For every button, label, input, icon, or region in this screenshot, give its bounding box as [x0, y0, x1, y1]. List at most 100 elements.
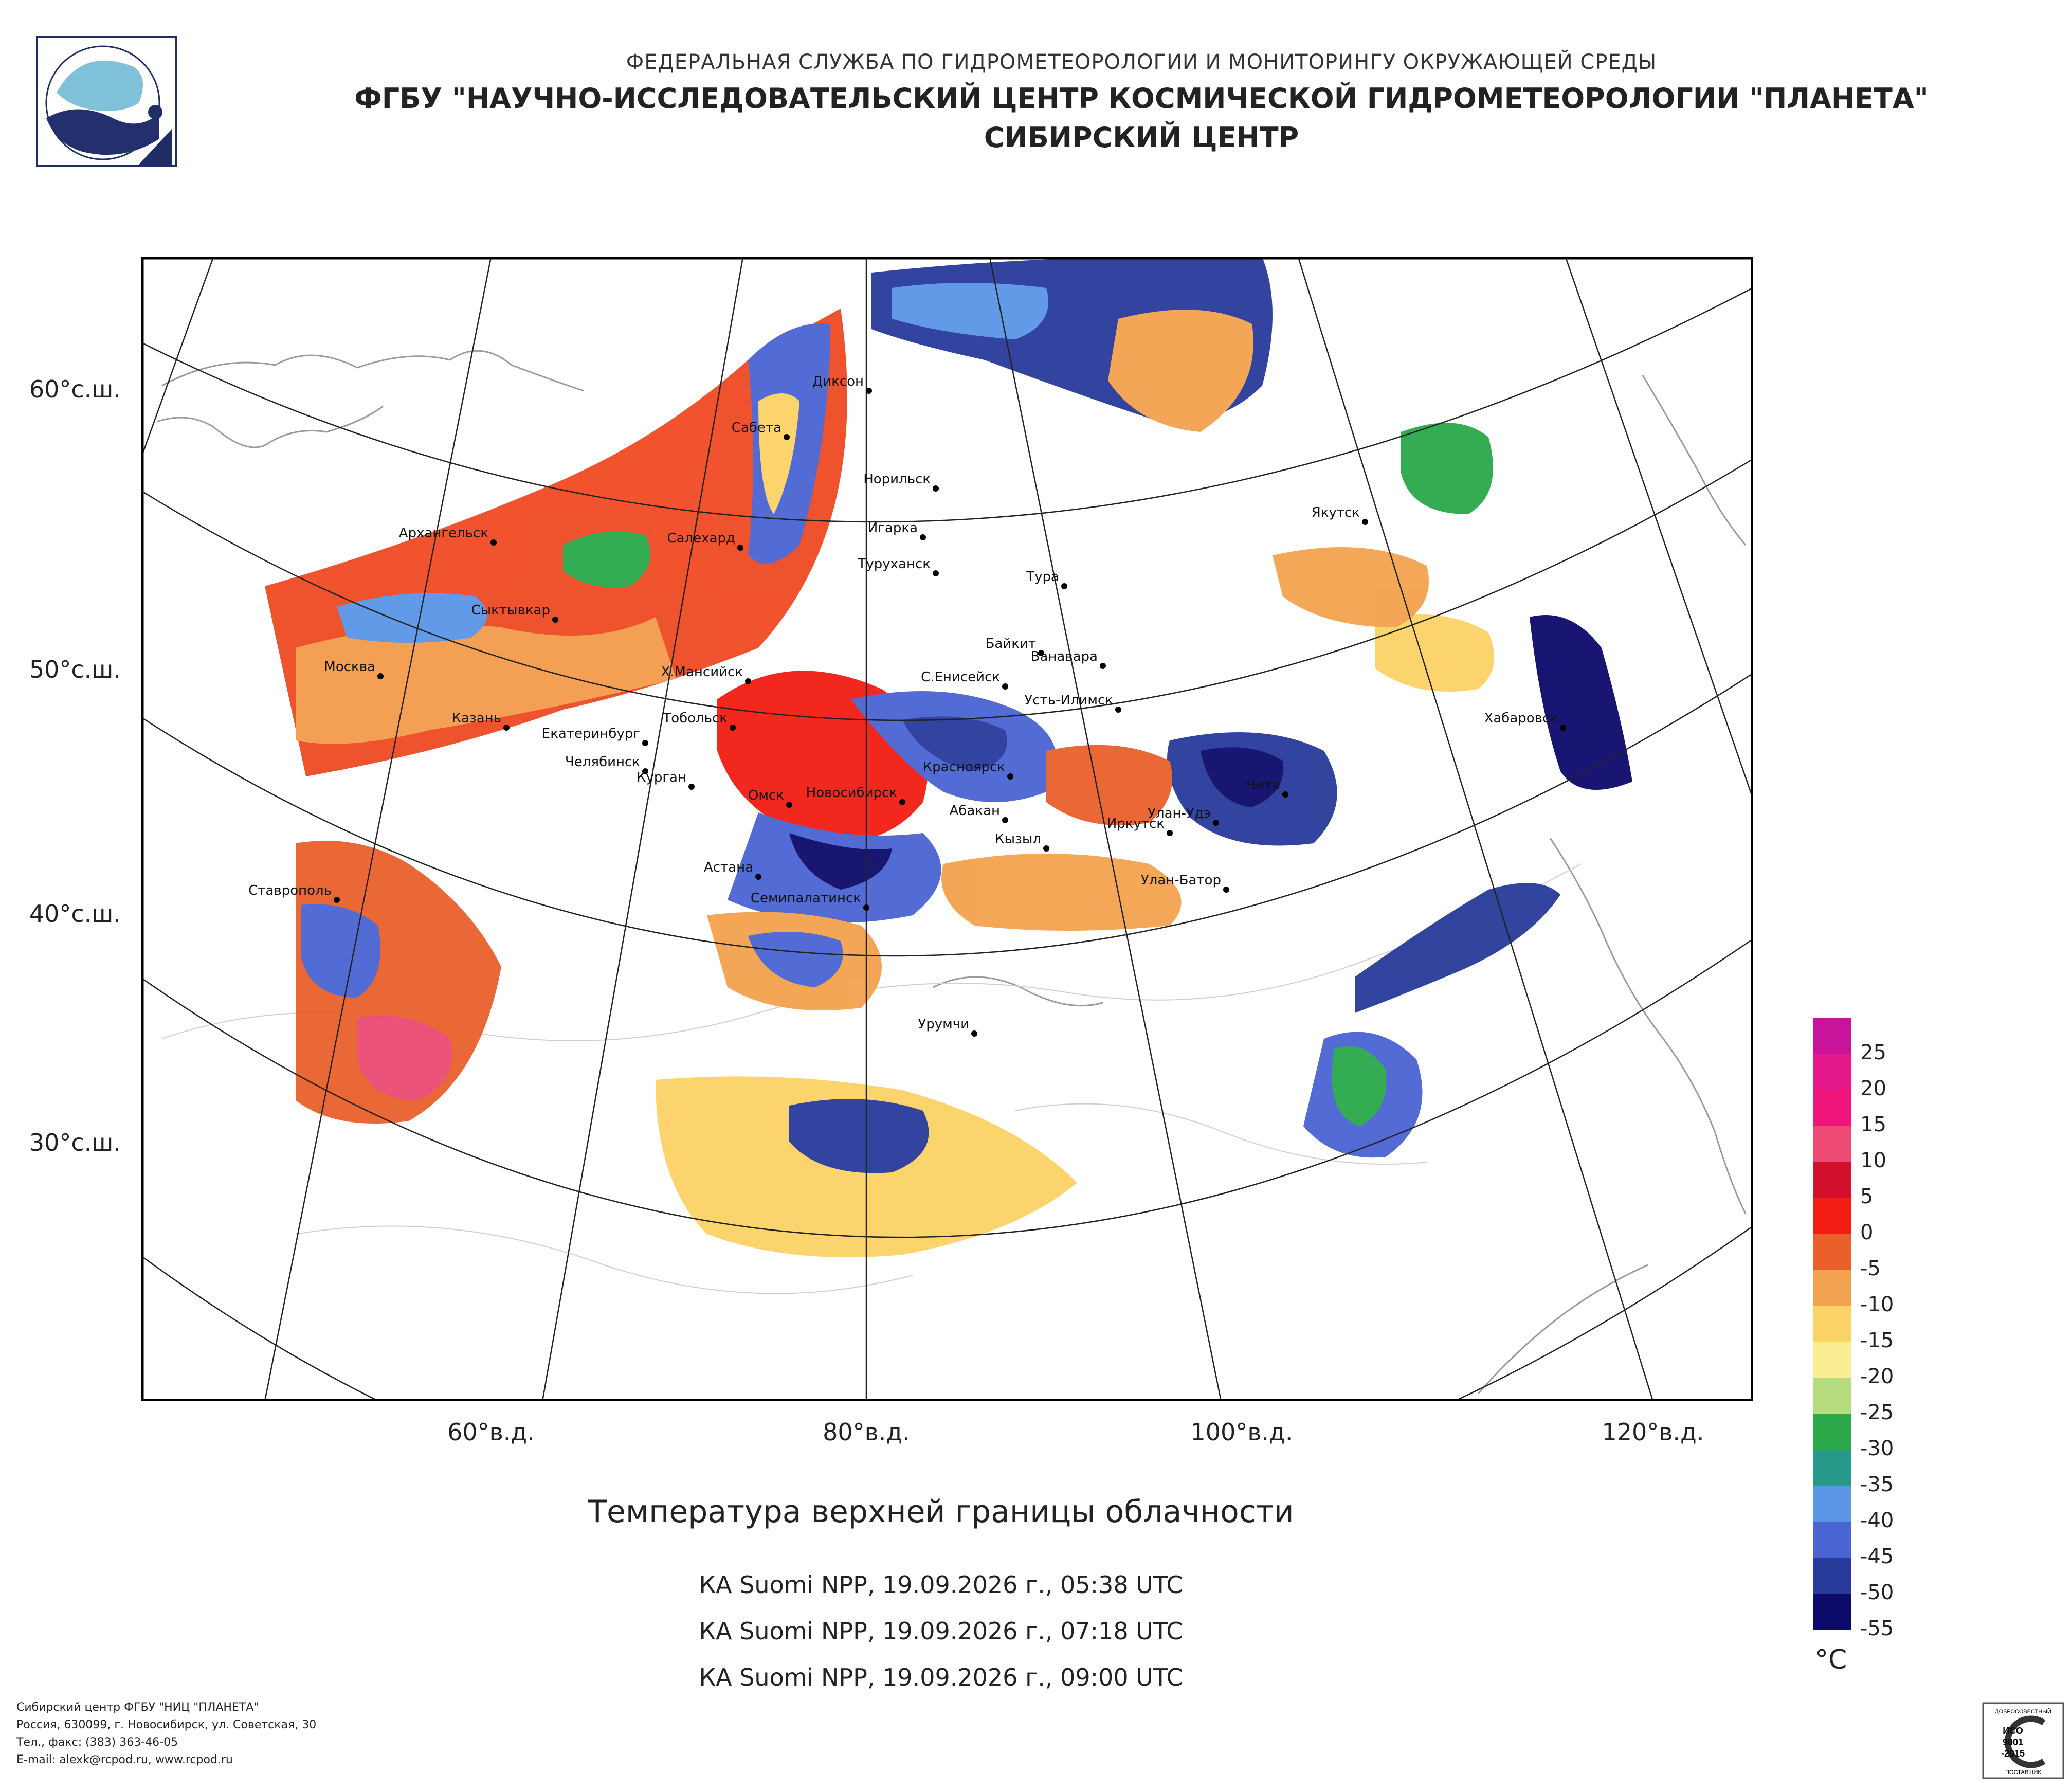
iso-line-3: -2015 [2001, 1748, 2025, 1759]
legend-swatch [1813, 1234, 1851, 1270]
city-label: Тура [1026, 569, 1059, 585]
city-dot [1115, 707, 1121, 713]
cloud-top-temperature-map: Диксон Сабета Норильск Игарка Салехард Туруха… [141, 257, 1753, 1401]
city-label: Чита [1246, 777, 1280, 793]
satellite-pass-2: КА Suomi NPP, 19.09.2026 г., 07:18 UTC [699, 1617, 1183, 1645]
city-dot [1002, 817, 1008, 823]
city-dot [1362, 519, 1368, 525]
legend-swatch [1813, 1126, 1851, 1162]
city-dot [503, 725, 510, 731]
legend-swatch [1813, 1270, 1851, 1306]
city-label: Красноярск [923, 759, 1005, 775]
city-dot [933, 485, 939, 492]
city-label: Х.Мансийск [661, 664, 743, 680]
legend-swatch [1813, 1414, 1851, 1450]
city-label: Абакан [950, 803, 1000, 819]
iso-top-label: ДОБРОСОВЕСТНЫЙ [1995, 1708, 2051, 1715]
city-dot [552, 617, 558, 623]
center-title: СИБИРСКИЙ ЦЕНТР [984, 121, 1299, 154]
city-dot [863, 904, 869, 911]
legend-swatch [1813, 1018, 1851, 1054]
legend-label: -35 [1860, 1473, 1894, 1496]
city-label: Сыктывкар [471, 603, 550, 618]
city-dot [1282, 791, 1288, 798]
city-dot [899, 799, 905, 805]
city-label: Якутск [1312, 505, 1360, 520]
lon-label-100: 100°в.д. [1190, 1418, 1293, 1446]
city-label: Усть-Илимск [1024, 693, 1113, 708]
legend-label: 5 [1860, 1185, 1874, 1208]
satellite-pass-3: КА Suomi NPP, 19.09.2026 г., 09:00 UTC [699, 1663, 1183, 1691]
city-label: Улан-Удэ [1148, 806, 1211, 821]
legend-label: 10 [1860, 1149, 1886, 1172]
legend-swatch [1813, 1342, 1851, 1378]
agency-title: ФЕДЕРАЛЬНАЯ СЛУЖБА ПО ГИДРОМЕТЕОРОЛОГИИ … [626, 50, 1657, 74]
footer-email: E-mail: alexk@rcpod.ru, www.rcpod.ru [16, 1753, 233, 1766]
legend-label: -10 [1860, 1293, 1894, 1316]
legend-swatch [1813, 1558, 1851, 1594]
legend-label: -30 [1860, 1437, 1894, 1460]
city-dot [1043, 845, 1049, 852]
city-label: Екатеринбург [542, 726, 640, 741]
lat-label-50: 50°с.ш. [29, 656, 121, 683]
city-dot [1007, 773, 1013, 780]
city-dot [866, 388, 872, 394]
legend-swatch [1813, 1162, 1851, 1198]
lon-label-120: 120°в.д. [1602, 1418, 1704, 1446]
legend-label: 25 [1860, 1041, 1886, 1064]
iso-line-2: 9001 [2003, 1737, 2023, 1747]
footer-address: Россия, 630099, г. Новосибирск, ул. Сове… [16, 1718, 317, 1731]
legend-swatch [1813, 1522, 1851, 1558]
city-dot [1213, 820, 1219, 826]
city-dot [377, 673, 384, 679]
legend-label: -15 [1860, 1329, 1894, 1352]
city-dot [1167, 830, 1173, 836]
planeta-logo [36, 36, 177, 167]
iso-9001-badge: ДОБРОСОВЕСТНЫЙ ИСО 9001 -2015 ПОСТАВЩИК [1982, 1702, 2064, 1779]
satellite-pass-1: КА Suomi NPP, 19.09.2026 г., 05:38 UTC [699, 1571, 1183, 1599]
legend-label: -40 [1860, 1509, 1894, 1532]
temperature-legend: 25 20 15 10 5 0 -5 -10 -15 -20 -25 -30 -35 -40 -45 -50 -… [1813, 1018, 1947, 1661]
city-label: С.Енисейск [921, 670, 1000, 685]
city-dot [745, 678, 751, 684]
lat-label-40: 40°с.ш. [29, 900, 121, 928]
city-dot [730, 725, 736, 731]
city-dot [1560, 725, 1566, 731]
map-title: Температура верхней границы облачности [588, 1494, 1294, 1530]
graticule [141, 257, 1753, 1401]
lat-label-60: 60°с.ш. [29, 375, 121, 403]
city-dot [755, 874, 761, 880]
city-dot [642, 740, 648, 746]
legend-label: -55 [1860, 1617, 1894, 1640]
coastlines [156, 350, 1747, 1394]
city-label: Курган [637, 770, 686, 785]
city-dot [1061, 583, 1067, 589]
city-label: Туруханск [858, 556, 931, 572]
city-dot [1002, 683, 1008, 690]
city-label: Астана [704, 860, 753, 875]
legend-swatch [1813, 1054, 1851, 1090]
city-label: Хабаровск [1484, 711, 1558, 726]
city-label: Тобольск [662, 711, 728, 726]
city-dot [334, 897, 340, 903]
city-label: Игарка [868, 520, 918, 536]
footer-org: Сибирский центр ФГБУ "НИЦ "ПЛАНЕТА" [16, 1701, 259, 1714]
city-label: Салехард [667, 531, 735, 546]
iso-bottom-label: ПОСТАВЩИК [2005, 1769, 2041, 1776]
legend-label: -50 [1860, 1581, 1894, 1604]
legend-swatch [1813, 1450, 1851, 1486]
legend-swatch [1813, 1090, 1851, 1126]
legend-label: 0 [1860, 1221, 1874, 1244]
legend-swatch [1813, 1594, 1851, 1630]
city-label: Москва [324, 659, 375, 675]
city-label: Иркутск [1107, 816, 1165, 831]
city-dot [688, 784, 695, 790]
city-label: Семипалатинск [751, 891, 861, 906]
city-label: Архангельск [399, 526, 488, 541]
city-label: Кызыл [995, 831, 1041, 847]
legend-label: -20 [1860, 1365, 1894, 1388]
city-label: Байкит [986, 636, 1036, 652]
legend-label: 20 [1860, 1077, 1886, 1100]
legend-swatch [1813, 1486, 1851, 1522]
city-label: Ванавара [1031, 649, 1098, 664]
